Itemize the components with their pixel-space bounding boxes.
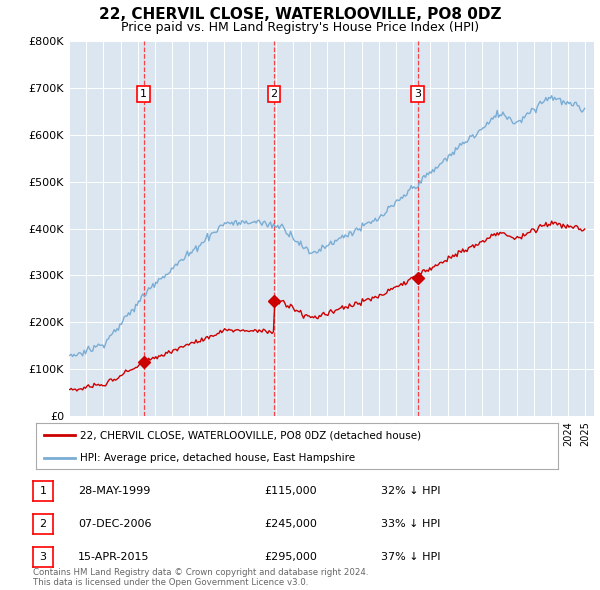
Text: 1: 1 (140, 88, 147, 99)
Text: 3: 3 (40, 552, 46, 562)
Text: 22, CHERVIL CLOSE, WATERLOOVILLE, PO8 0DZ: 22, CHERVIL CLOSE, WATERLOOVILLE, PO8 0D… (99, 7, 501, 22)
Text: 3: 3 (414, 88, 421, 99)
Text: Price paid vs. HM Land Registry's House Price Index (HPI): Price paid vs. HM Land Registry's House … (121, 21, 479, 34)
Text: 2: 2 (40, 519, 46, 529)
Text: 32% ↓ HPI: 32% ↓ HPI (381, 486, 440, 496)
Text: 07-DEC-2006: 07-DEC-2006 (78, 519, 151, 529)
Text: 1: 1 (40, 486, 46, 496)
Text: 2: 2 (271, 88, 278, 99)
Text: Contains HM Land Registry data © Crown copyright and database right 2024.
This d: Contains HM Land Registry data © Crown c… (33, 568, 368, 587)
Text: 15-APR-2015: 15-APR-2015 (78, 552, 149, 562)
Text: 33% ↓ HPI: 33% ↓ HPI (381, 519, 440, 529)
Text: 37% ↓ HPI: 37% ↓ HPI (381, 552, 440, 562)
Text: £245,000: £245,000 (264, 519, 317, 529)
Text: £295,000: £295,000 (264, 552, 317, 562)
Text: 22, CHERVIL CLOSE, WATERLOOVILLE, PO8 0DZ (detached house): 22, CHERVIL CLOSE, WATERLOOVILLE, PO8 0D… (80, 431, 421, 441)
Text: HPI: Average price, detached house, East Hampshire: HPI: Average price, detached house, East… (80, 453, 355, 463)
Text: £115,000: £115,000 (264, 486, 317, 496)
Text: 28-MAY-1999: 28-MAY-1999 (78, 486, 151, 496)
